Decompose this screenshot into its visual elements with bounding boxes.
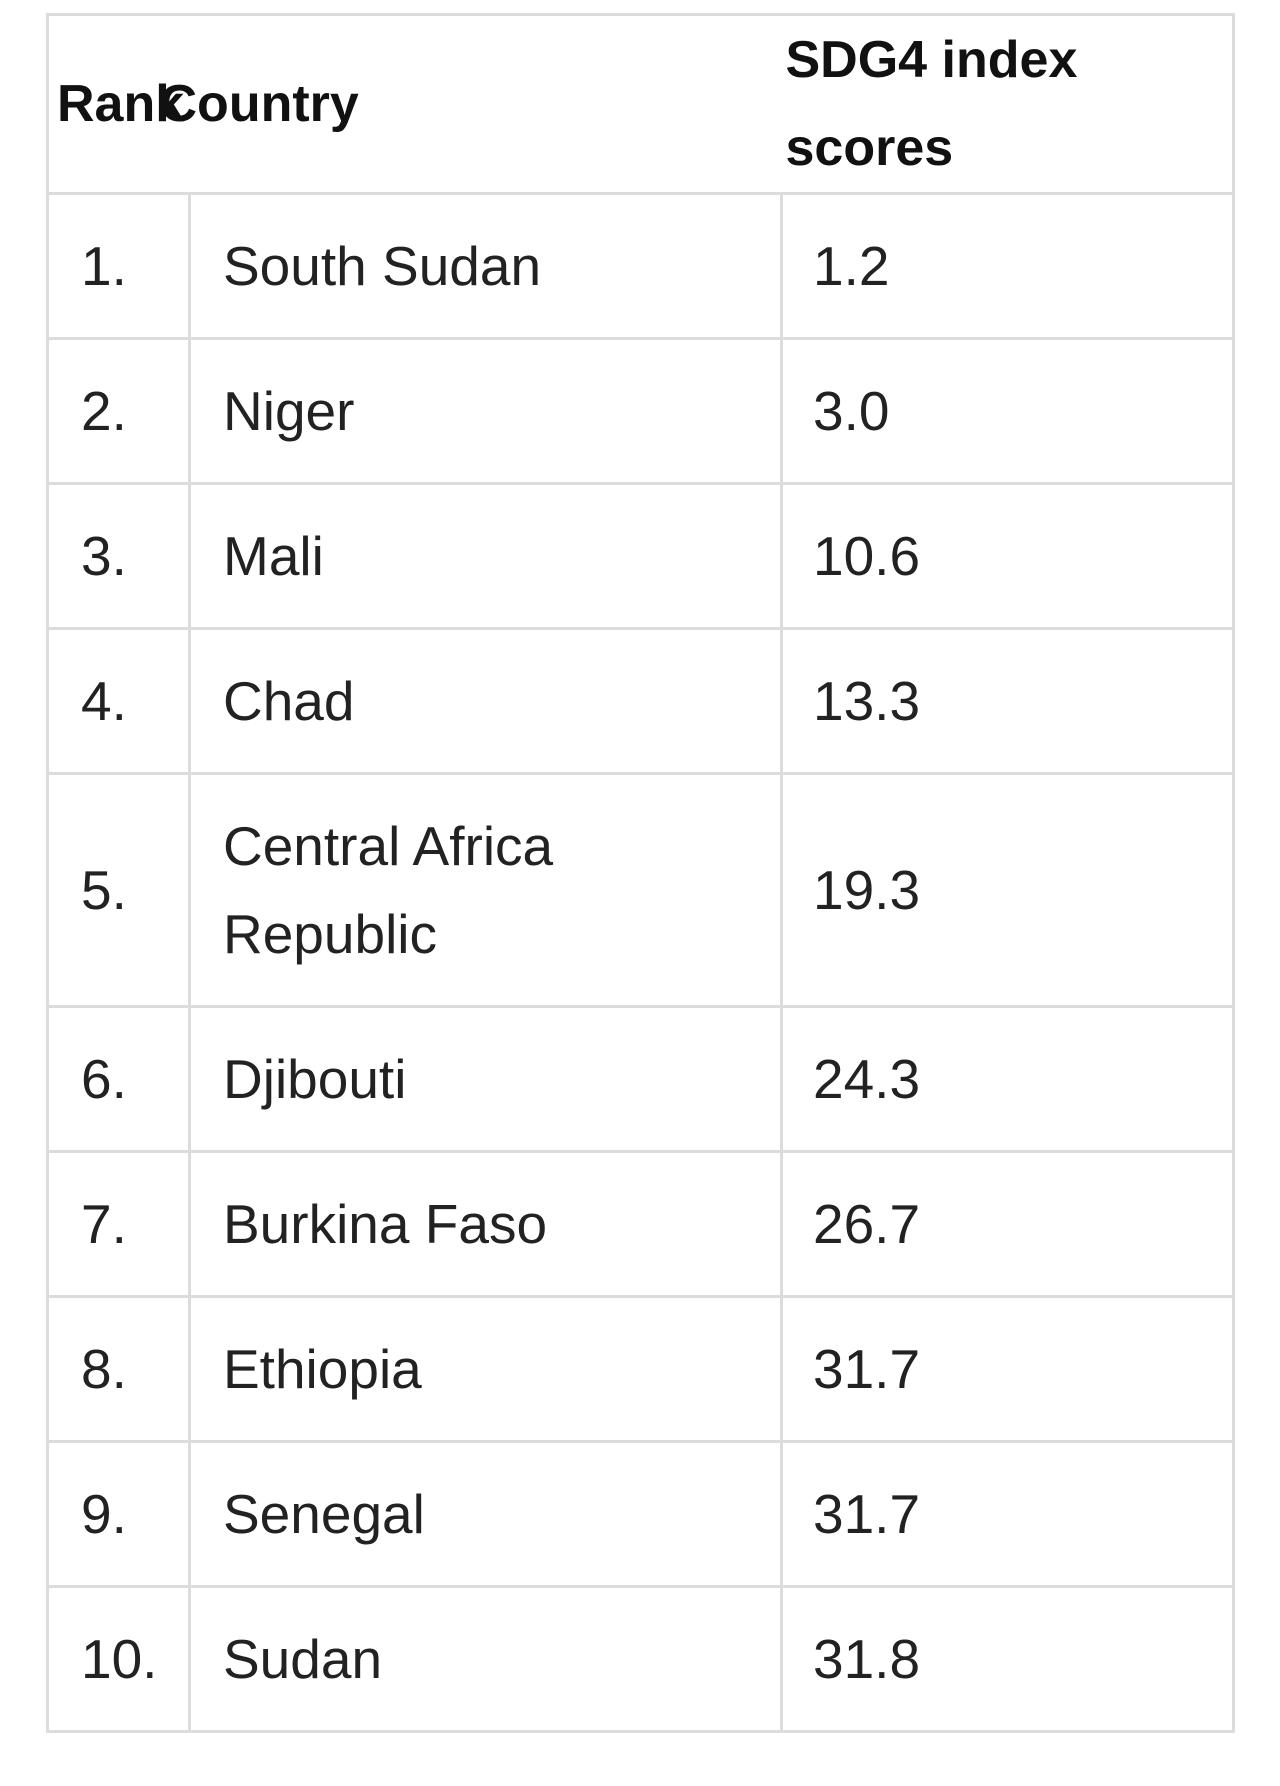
header-country: Country [160, 13, 782, 195]
table-row: 1. South Sudan 1.2 [46, 192, 1235, 340]
score-cell: 3.0 [780, 337, 1235, 485]
country-cell: Ethiopia [188, 1295, 783, 1443]
score-cell: 31.7 [780, 1440, 1235, 1588]
country-cell: Sudan [188, 1585, 783, 1733]
rank-cell: 2. [46, 337, 191, 485]
score-cell: 24.3 [780, 1005, 1235, 1153]
table-row: 7. Burkina Faso 26.7 [46, 1150, 1235, 1298]
score-cell: 26.7 [780, 1150, 1235, 1298]
table-header-row: Rank Country SDG4 index scores [46, 13, 1235, 195]
country-cell: Chad [188, 627, 783, 775]
country-cell: Central Africa Republic [188, 772, 783, 1008]
country-cell: Senegal [188, 1440, 783, 1588]
table-row: 5. Central Africa Republic 19.3 [46, 772, 1235, 1008]
table-row: 10. Sudan 31.8 [46, 1585, 1235, 1733]
country-cell: Mali [188, 482, 783, 630]
rank-cell: 6. [46, 1005, 191, 1153]
header-rank: Rank [46, 13, 190, 195]
table-row: 2. Niger 3.0 [46, 337, 1235, 485]
table-row: 3. Mali 10.6 [46, 482, 1235, 630]
score-cell: 31.8 [780, 1585, 1235, 1733]
table-row: 8. Ethiopia 31.7 [46, 1295, 1235, 1443]
score-cell: 13.3 [780, 627, 1235, 775]
country-cell: Niger [188, 337, 783, 485]
table-row: 6. Djibouti 24.3 [46, 1005, 1235, 1153]
rank-cell: 4. [46, 627, 191, 775]
header-country-label: Country [159, 75, 359, 133]
rank-cell: 10. [46, 1585, 191, 1733]
ranking-table: Rank Country SDG4 index scores 1. South … [46, 13, 1235, 1733]
country-cell: Djibouti [188, 1005, 783, 1153]
score-cell: 19.3 [780, 772, 1235, 1008]
score-cell: 31.7 [780, 1295, 1235, 1443]
country-cell: Burkina Faso [188, 1150, 783, 1298]
rank-cell: 5. [46, 772, 191, 1008]
rank-cell: 1. [46, 192, 191, 340]
rank-cell: 9. [46, 1440, 191, 1588]
rank-cell: 3. [46, 482, 191, 630]
country-cell: South Sudan [188, 192, 783, 340]
table-row: 9. Senegal 31.7 [46, 1440, 1235, 1588]
rank-cell: 8. [46, 1295, 191, 1443]
table-row: 4. Chad 13.3 [46, 627, 1235, 775]
score-cell: 1.2 [780, 192, 1235, 340]
rank-cell: 7. [46, 1150, 191, 1298]
header-score: SDG4 index scores [781, 13, 1235, 195]
score-cell: 10.6 [780, 482, 1235, 630]
